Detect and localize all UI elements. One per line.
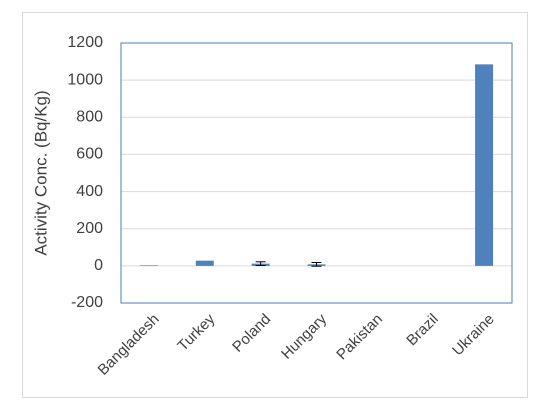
y-tick-label: 400 xyxy=(76,183,103,200)
y-tick-label: 1200 xyxy=(67,34,103,51)
y-tick-label: 200 xyxy=(76,220,103,237)
y-tick-label: 1000 xyxy=(67,71,103,88)
chart-border xyxy=(22,12,528,398)
bar xyxy=(139,265,158,266)
y-tick-label: 600 xyxy=(76,146,103,163)
bar xyxy=(195,260,214,266)
plot-border xyxy=(120,42,513,304)
bar xyxy=(475,64,494,266)
y-tick-label: -200 xyxy=(71,294,103,311)
y-axis-label: Activity Conc. (Bq/Kg) xyxy=(31,90,50,255)
y-tick-label: 800 xyxy=(76,109,103,126)
y-tick-label: 0 xyxy=(94,257,103,274)
